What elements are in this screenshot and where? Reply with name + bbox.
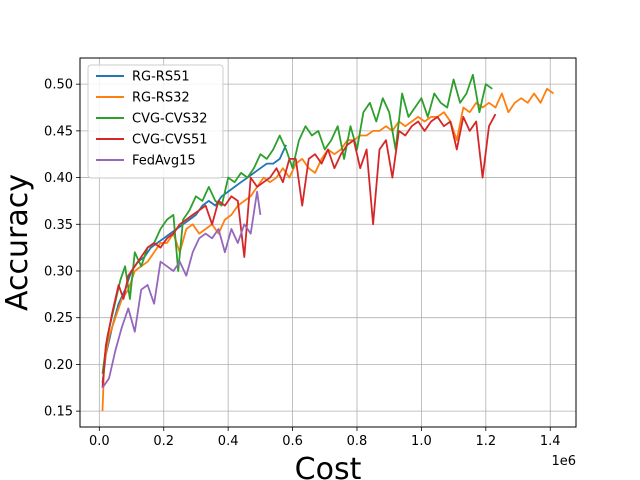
legend-box	[87, 64, 224, 179]
x-tick-label: 0.4	[218, 434, 239, 449]
x-tick-label: 0.6	[282, 434, 303, 449]
series-lines	[101, 73, 555, 412]
x-tick-label: 1.0	[411, 434, 432, 449]
plot-frame	[79, 57, 577, 428]
legend-entry: RG-RS32	[132, 91, 190, 106]
y-tick-label: 0.25	[44, 311, 73, 326]
y-tick-label: 0.30	[44, 264, 73, 279]
x-axis-label: Cost	[295, 452, 362, 480]
legend: RG-RS51 RG-RS32 CVG-CVS32 CVG-CVS51 FedAvg15	[87, 64, 224, 179]
y-tick-label: 0.40	[44, 171, 73, 186]
series-line-fedavg15	[101, 190, 262, 389]
y-tick-label: 0.50	[44, 78, 73, 93]
legend-entry: FedAvg15	[132, 154, 196, 169]
y-tick-label: 0.45	[44, 124, 73, 139]
legend-entry: RG-RS51	[132, 70, 190, 85]
legend-entry: CVG-CVS51	[132, 133, 208, 148]
x-tick-label: 0.2	[153, 434, 174, 449]
y-tick-label: 0.35	[44, 218, 73, 233]
series-line-cvg-cvs32	[101, 73, 493, 374]
y-axis-label: Accuracy	[0, 174, 35, 311]
legend-entry: CVG-CVS32	[132, 112, 208, 127]
x-tick-label: 1.4	[540, 434, 561, 449]
series-line-cvg-cvs51	[101, 113, 497, 388]
x-tick-label: 1.2	[475, 434, 496, 449]
x-tick-label: 0.8	[347, 434, 368, 449]
y-tick-label: 0.20	[44, 358, 73, 373]
x-tick-label: 0.0	[89, 434, 110, 449]
x-axis-offset-label: 1e6	[551, 454, 576, 469]
axis-ticks: 0.0 0.2 0.4 0.6 0.8 1.0 1.2 1.4 0.15 0.20 0.25 0.30…	[44, 78, 561, 449]
grid	[80, 58, 576, 427]
y-tick-label: 0.15	[44, 405, 73, 420]
